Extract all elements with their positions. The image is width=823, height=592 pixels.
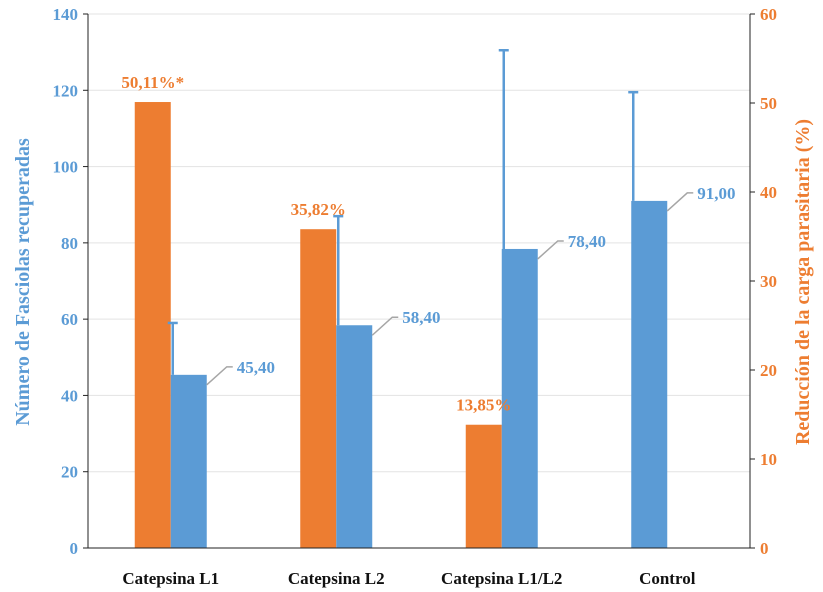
bar-reduccion	[134, 102, 171, 549]
y-right-tick-label: 20	[760, 361, 777, 380]
x-category-label: Catepsina L2	[288, 569, 385, 588]
y-left-tick-label: 80	[61, 234, 78, 253]
bar-fasciolas	[631, 200, 668, 548]
bars	[134, 102, 668, 549]
y-right-tick-label: 0	[760, 539, 769, 558]
bar-fasciolas	[501, 248, 538, 548]
data-label-leader	[537, 240, 564, 260]
data-label-leader	[371, 316, 399, 336]
data-label-fasciolas: 58,40	[402, 308, 440, 327]
data-label-reduccion: 13,85%	[456, 396, 511, 415]
data-label-fasciolas: 45,40	[237, 358, 275, 377]
y-right-tick-label: 30	[760, 272, 777, 291]
label-leaders	[206, 192, 694, 386]
y-right-axis-title: Reducción de la carga parasitaria (%)	[792, 119, 814, 445]
y-left-tick-label: 120	[53, 81, 79, 100]
y-right-tick-label: 10	[760, 450, 777, 469]
data-label-fasciolas: 91,00	[697, 184, 735, 203]
y-left-tick-label: 100	[53, 158, 79, 177]
bar-reduccion	[465, 424, 502, 548]
y-left-axis-title: Número de Fasciolas recuperadas	[12, 138, 34, 426]
data-label-fasciolas: 78,40	[568, 232, 606, 251]
data-label-reduccion: 50,11%*	[121, 73, 184, 92]
y-left-tick-label: 20	[61, 463, 78, 482]
y-right-tick-label: 60	[760, 5, 777, 24]
data-label-reduccion: 35,82%	[291, 200, 346, 219]
y-right-tick-label: 50	[760, 94, 777, 113]
bar-fasciolas	[336, 325, 373, 548]
data-label-leader	[666, 192, 694, 212]
x-category-label: Catepsina L1/L2	[441, 569, 562, 588]
y-left-tick-label: 0	[70, 539, 79, 558]
y-right-tick-label: 40	[760, 183, 777, 202]
axes: 0 20 40 60 80 100 120 140 0 10 20 30 40 50 60 Catepsina…	[53, 5, 778, 588]
x-category-label: Catepsina L1	[122, 569, 219, 588]
x-category-label: Control	[639, 569, 696, 588]
y-left-tick-label: 40	[61, 386, 78, 405]
data-label-leader	[206, 366, 233, 386]
error-bars	[167, 48, 639, 375]
bar-fasciolas	[170, 374, 207, 548]
data-labels: 50,11%* 45,40 35,82% 58,40 13,85% 78,40 91,00	[121, 73, 735, 415]
y-left-tick-label: 140	[53, 5, 79, 24]
y-left-tick-label: 60	[61, 310, 78, 329]
bar-reduccion	[300, 229, 337, 548]
